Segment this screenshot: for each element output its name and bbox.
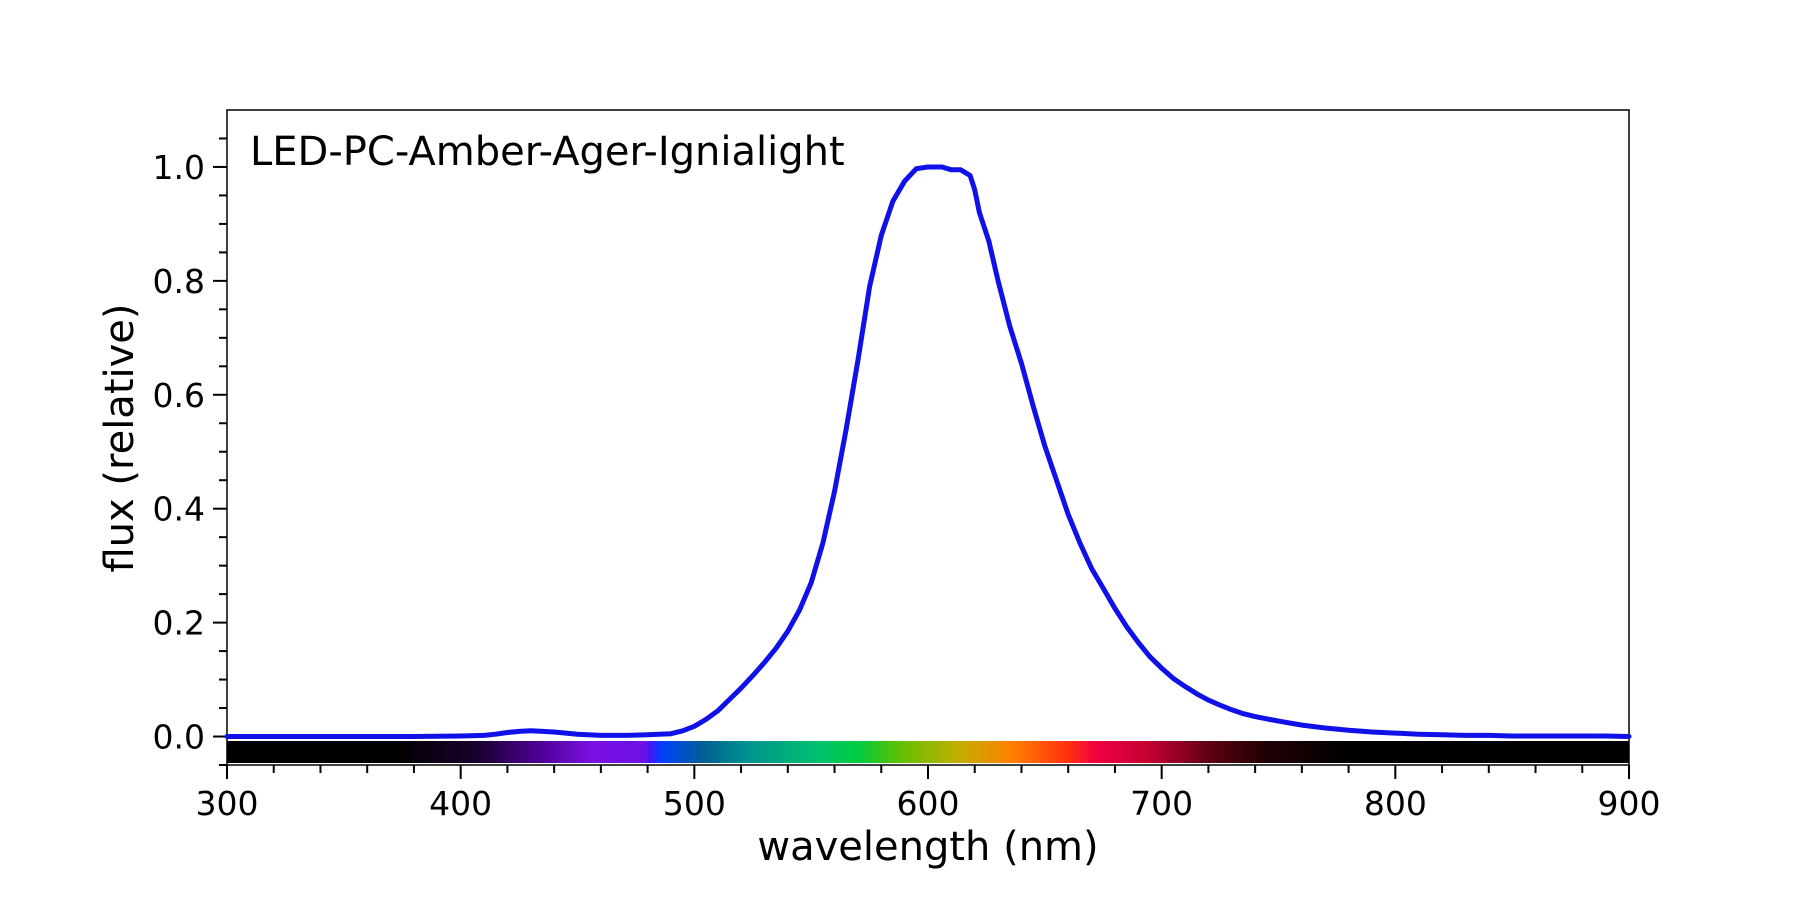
y-tick-label: 1.0 [153, 148, 205, 187]
x-tick-label: 600 [897, 784, 960, 823]
plot-frame [226, 109, 1630, 766]
y-axis-title: flux (relative) [97, 303, 143, 572]
y-tick-label: 0.6 [153, 376, 205, 415]
x-axis: 300 400 500 600 700 800 900 [196, 765, 1661, 823]
x-tick-label: 700 [1130, 784, 1193, 823]
chart-title: LED-PC-Amber-Ager-Ignialight [250, 129, 845, 175]
series-layer [224, 164, 1632, 739]
y-tick-label: 0.0 [153, 718, 205, 757]
y-tick-label: 0.8 [153, 262, 205, 301]
x-tick-label: 300 [196, 784, 259, 823]
x-tick-label: 400 [429, 784, 492, 823]
x-tick-label: 800 [1364, 784, 1427, 823]
y-tick-label: 0.2 [153, 604, 205, 643]
y-tick-label: 0.4 [153, 490, 205, 529]
y-axis: 0.0 0.2 0.4 0.6 0.8 1.0 [153, 137, 227, 766]
x-axis-title: wavelength (nm) [757, 824, 1098, 870]
x-tick-label: 500 [663, 784, 726, 823]
spectrum-color-bar [227, 741, 1629, 763]
x-tick-label: 900 [1598, 784, 1661, 823]
series-line [224, 164, 1632, 739]
